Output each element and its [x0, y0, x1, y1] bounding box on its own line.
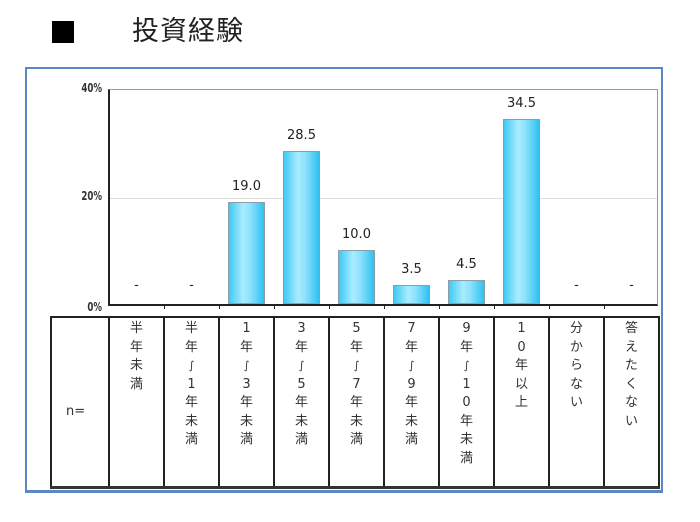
bar-value-label: 10.0 — [342, 227, 371, 243]
table-category-cell: 答えたくない — [603, 318, 660, 486]
chart-frame — [25, 67, 663, 493]
x-tick — [164, 305, 165, 309]
table-category-cell: 1 年 ∫ 3 年未満 — [218, 318, 273, 486]
table-category-cell: 5 年 ∫ 7 年未満 — [328, 318, 383, 486]
category-label: 分からない — [569, 321, 583, 410]
bar-value-label: 3.5 — [401, 262, 422, 278]
bar-value-label: 28.5 — [287, 127, 316, 143]
bar — [393, 285, 430, 304]
table-category-cell: 半年未満 — [108, 318, 163, 486]
bar-value-label: - — [574, 278, 579, 293]
table-n-column — [50, 318, 108, 486]
table-category-cell: 半年 ∫ 1 年未満 — [163, 318, 218, 486]
table-category-cell: 分からない — [548, 318, 603, 486]
bar-value-label: 4.5 — [456, 256, 477, 272]
x-tick — [329, 305, 330, 309]
table-category-cell: 9 年 ∫ 1 0 年未満 — [438, 318, 493, 486]
table-category-cell: 3 年 ∫ 5 年未満 — [273, 318, 328, 486]
category-label: 半年未満 — [129, 321, 143, 392]
bar-value-label: 19.0 — [232, 178, 261, 194]
bar-value-label: - — [629, 278, 634, 293]
category-label: 1 年 ∫ 3 年未満 — [239, 321, 253, 447]
x-tick — [384, 305, 385, 309]
category-table: n= 半年未満 半年 ∫ 1 年未満 1 年 ∫ 3 年未満 3 年 ∫ 5 年未満 5 年 ∫ 7 年未満 7 年 ∫ 9 年… — [50, 316, 660, 489]
bar — [283, 150, 320, 304]
bar-value-label: 34.5 — [507, 95, 536, 111]
chart-title-text: 投資経験 — [132, 16, 244, 47]
category-label: 半年 ∫ 1 年未満 — [184, 321, 198, 447]
category-label: 3 年 ∫ 5 年未満 — [294, 321, 308, 447]
chart-title: 投資経験 — [52, 14, 243, 50]
category-label: 9 年 ∫ 1 0 年未満 — [459, 321, 473, 466]
table-category-cell: 7 年 ∫ 9 年未満 — [383, 318, 438, 486]
y-tick-label: 0% — [87, 300, 102, 314]
bar-value-label: - — [134, 278, 139, 293]
category-label: 7 年 ∫ 9 年未満 — [404, 321, 418, 447]
bar-value-label: - — [189, 278, 194, 293]
bar — [448, 279, 485, 304]
x-tick — [549, 305, 550, 309]
y-tick-label: 20% — [81, 188, 102, 203]
x-tick — [219, 305, 220, 309]
square-bullet-icon — [52, 21, 74, 43]
gridline — [110, 197, 657, 199]
n-label: n= — [66, 404, 86, 419]
bar — [503, 118, 540, 304]
x-tick — [439, 305, 440, 309]
plot-area: - - 19.0 28.5 10.0 3.5 4.5 34.5 - - — [108, 89, 658, 309]
bar — [228, 201, 265, 304]
x-tick — [604, 305, 605, 309]
category-label: 答えたくない — [624, 321, 638, 429]
category-label: 5 年 ∫ 7 年未満 — [349, 321, 363, 447]
bar — [338, 250, 375, 304]
x-tick — [494, 305, 495, 309]
y-tick-label: 40% — [81, 81, 102, 95]
x-tick — [274, 305, 275, 309]
